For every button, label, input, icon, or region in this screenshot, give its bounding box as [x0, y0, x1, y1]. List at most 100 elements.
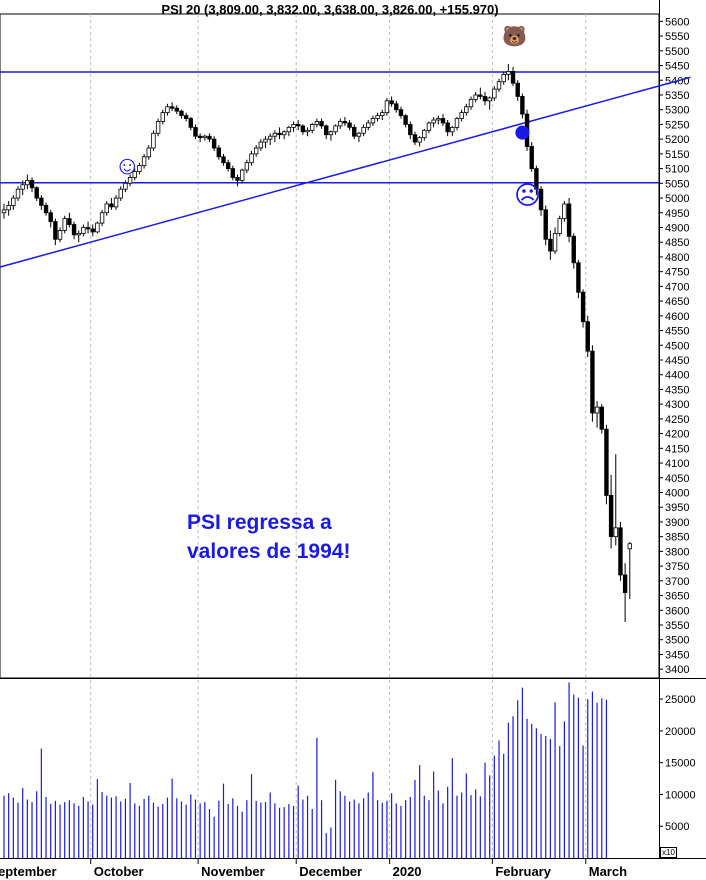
- candle-body: [548, 238, 553, 252]
- candle-body: [496, 81, 502, 90]
- volume-tick-label: 20000: [665, 726, 696, 738]
- y-tick-label: 3850: [665, 532, 689, 544]
- volume-tick-label: 25000: [665, 694, 696, 706]
- candle-body: [291, 124, 296, 128]
- y-tick-label: 3600: [665, 605, 689, 617]
- candle-body: [310, 124, 315, 131]
- candle-body: [239, 169, 245, 181]
- candle-body: [464, 106, 469, 114]
- candle-body: [422, 129, 427, 139]
- candle-body: [118, 188, 123, 199]
- candle-body: [534, 168, 539, 190]
- candle-body: [174, 107, 179, 112]
- y-tick-label: 3550: [665, 620, 689, 632]
- y-tick-label: 4250: [665, 414, 689, 426]
- candle-body: [188, 118, 193, 128]
- candle-body: [155, 121, 161, 134]
- y-tick-label: 4700: [665, 281, 689, 293]
- annotation-line-1: PSI regressa a: [187, 511, 332, 534]
- candle-body: [622, 574, 628, 594]
- candle-body: [29, 179, 35, 189]
- candle-body: [39, 197, 44, 206]
- y-tick-label: 5100: [665, 164, 689, 176]
- candle-body: [604, 428, 609, 496]
- candle-body: [356, 132, 362, 137]
- month-label: February: [495, 864, 551, 879]
- candle-body: [459, 112, 464, 119]
- candle-body: [53, 221, 58, 240]
- y-tick-label: 4550: [665, 326, 689, 338]
- candle-body: [473, 94, 478, 100]
- y-tick-label: 5500: [665, 46, 689, 58]
- y-tick-label: 5050: [665, 178, 689, 190]
- candle-body: [62, 218, 67, 231]
- trend-line: [0, 76, 691, 268]
- y-tick-label: 4450: [665, 355, 689, 367]
- month-label: eptember: [0, 864, 57, 879]
- candle-body: [6, 204, 11, 211]
- y-tick-label: 5600: [665, 16, 689, 28]
- candle-body: [300, 125, 306, 133]
- candle-body: [436, 118, 441, 121]
- candle-body: [478, 94, 483, 97]
- volume-tick-label: 15000: [665, 758, 696, 770]
- bomb-icon: [515, 125, 530, 140]
- candle-body: [510, 71, 516, 84]
- annotation-line-2: valores de 1994!: [187, 540, 351, 563]
- y-tick-label: 4100: [665, 458, 689, 470]
- y-tick-label: 3500: [665, 635, 689, 647]
- y-tick-label: 3700: [665, 576, 689, 588]
- candle-body: [431, 119, 436, 124]
- candle-body: [151, 132, 156, 149]
- candle-body: [613, 527, 618, 538]
- candle-body: [440, 118, 446, 124]
- candle-body: [48, 212, 53, 222]
- candle-body: [165, 106, 170, 114]
- y-tick-label: 4500: [665, 340, 689, 352]
- y-tick-label: 5150: [665, 149, 689, 161]
- candle-body: [85, 227, 91, 230]
- candle-body: [169, 106, 175, 109]
- candle-body: [296, 124, 301, 127]
- candle-body: [492, 88, 497, 99]
- y-tick-label: 4050: [665, 473, 689, 485]
- candle-body: [412, 134, 418, 143]
- candle-body: [557, 218, 562, 234]
- bear-icon: 🐻: [502, 26, 527, 48]
- y-tick-label: 3400: [665, 664, 689, 676]
- y-tick-label: 4800: [665, 252, 689, 264]
- y-tick-label: 3750: [665, 561, 689, 573]
- candle-body: [408, 124, 413, 136]
- candle-body: [141, 156, 147, 167]
- candle-body: [338, 121, 343, 127]
- candle-body: [286, 126, 292, 133]
- month-label: 2020: [393, 864, 422, 879]
- candle-body: [95, 222, 100, 233]
- candle-body: [123, 182, 128, 190]
- candle-body: [25, 179, 30, 186]
- candle-body: [258, 141, 264, 149]
- candle-body: [571, 235, 576, 264]
- candle-body: [580, 291, 586, 323]
- candle-body: [179, 110, 184, 116]
- candle-body: [34, 187, 39, 199]
- candle-body: [361, 126, 366, 134]
- candle-body: [543, 209, 548, 240]
- candle-body: [99, 212, 105, 224]
- candle-body: [501, 73, 506, 83]
- candle-body: [454, 118, 460, 128]
- y-tick-label: 4200: [665, 429, 689, 441]
- candle-body: [566, 203, 572, 237]
- y-tick-label: 3950: [665, 502, 689, 514]
- candle-body: [197, 135, 203, 139]
- candle-body: [398, 109, 404, 116]
- candle-body: [417, 137, 422, 143]
- candle-body: [627, 543, 632, 550]
- frown-face-icon: ☹: [514, 180, 542, 210]
- y-tick-label: 5200: [665, 134, 689, 146]
- y-tick-label: 4850: [665, 237, 689, 249]
- candle-body: [193, 126, 198, 137]
- y-tick-label: 5550: [665, 31, 689, 43]
- y-tick-label: 3650: [665, 591, 689, 603]
